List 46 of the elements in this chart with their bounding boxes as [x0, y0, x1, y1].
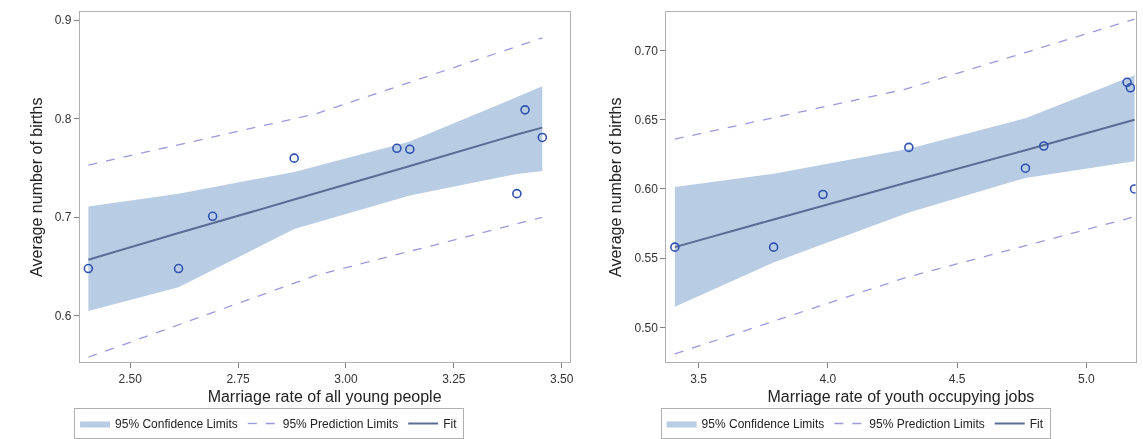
y-tick-label: 0.7	[54, 210, 72, 225]
x-tick-label: 3.25	[442, 371, 466, 386]
y-tick-label: 0.50	[634, 320, 659, 335]
legend-label: Fit	[1029, 417, 1044, 432]
x-axis-title: Marriage rate of all young people	[207, 388, 442, 406]
x-tick-label: 5.0	[1078, 371, 1096, 386]
x-tick-label: 3.5	[690, 371, 708, 386]
y-tick-label: 0.60	[634, 182, 659, 197]
point	[512, 188, 522, 199]
point	[173, 263, 184, 274]
x-tick-label: 2.75	[226, 371, 251, 386]
y-axis-title: Average number of births	[607, 97, 625, 277]
point	[904, 142, 914, 153]
x-tick-label: 4.0	[819, 371, 837, 386]
legend-label: 95% Confidence Limits	[701, 417, 825, 432]
legend-label: 95% Confidence Limits	[115, 417, 238, 432]
legend-label: 95% Prediction Limits	[282, 417, 399, 432]
point	[818, 189, 828, 200]
y-tick-label: 0.6	[54, 309, 72, 324]
x-tick-label: 2.50	[118, 371, 143, 386]
point	[670, 242, 680, 252]
point	[1039, 141, 1049, 151]
point	[520, 105, 530, 115]
x-tick-label: 3.00	[334, 371, 358, 386]
line-series	[87, 126, 544, 261]
point	[207, 211, 218, 222]
point	[1122, 77, 1132, 88]
x-tick-label: 4.5	[948, 371, 966, 386]
point	[405, 144, 415, 155]
point	[83, 263, 94, 274]
y-tick-label: 0.65	[634, 112, 659, 127]
point	[289, 153, 299, 163]
point	[1125, 83, 1136, 93]
point	[1020, 163, 1031, 173]
legend-label: 95% Prediction Limits	[869, 417, 985, 432]
y-axis-title: Average number of births	[27, 97, 45, 277]
y-tick-label: 0.8	[54, 111, 72, 126]
y-tick-label: 0.55	[634, 251, 659, 266]
point	[537, 132, 548, 143]
point	[768, 242, 779, 252]
x-axis-title: Marriage rate of youth occupying jobs	[767, 388, 1035, 406]
point	[392, 143, 402, 154]
legend-label: Fit	[443, 417, 458, 432]
x-tick-label: 3.50	[550, 371, 574, 386]
y-tick-label: 0.70	[634, 43, 659, 58]
y-tick-label: 0.9	[54, 13, 72, 28]
